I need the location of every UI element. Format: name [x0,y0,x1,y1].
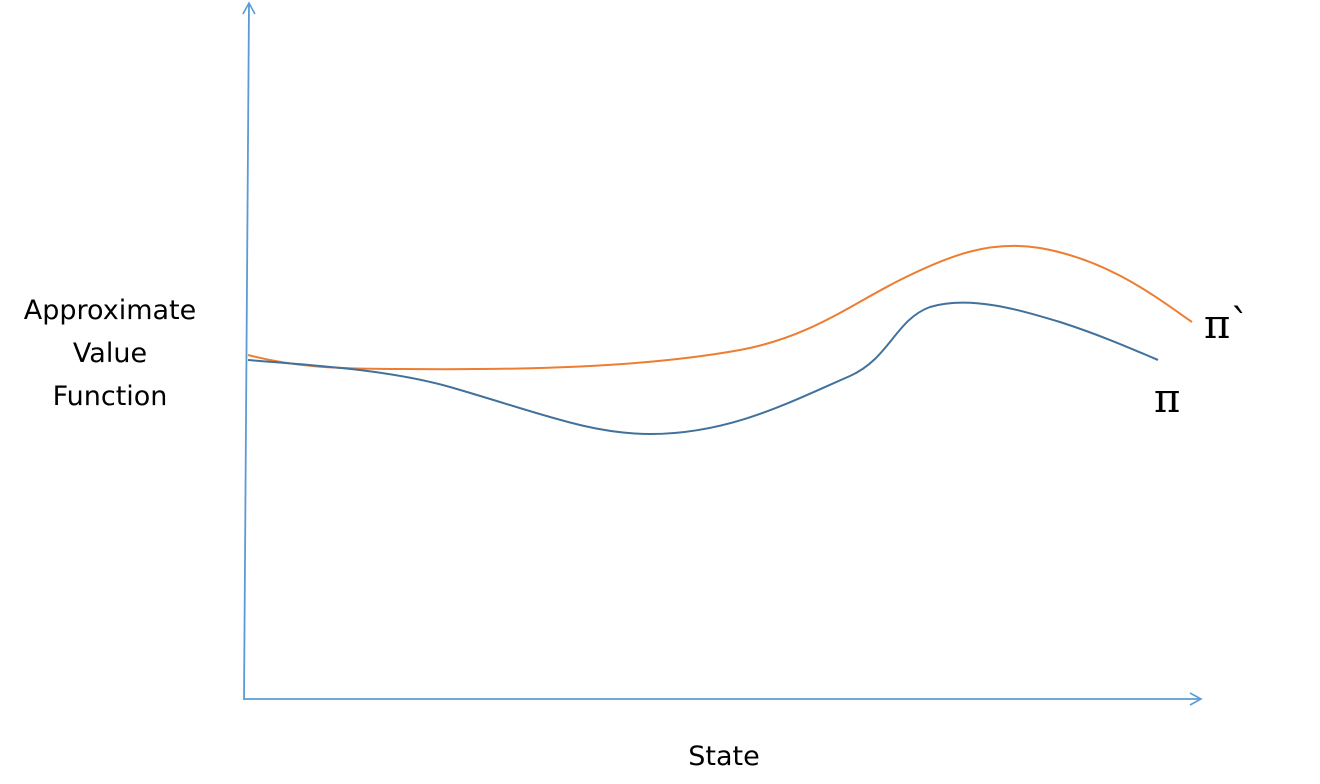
x-axis-label: State [688,741,759,772]
y-axis-label: Value [73,338,147,369]
curve-pi [247,301,1159,436]
curve-pi-prime [247,244,1193,371]
y-axis [242,1,256,701]
y-axis-label: Function [53,381,168,412]
y-axis-label: Approximate [24,295,196,326]
curve-label: π` [1204,302,1250,348]
curve-label: π [1154,376,1180,422]
